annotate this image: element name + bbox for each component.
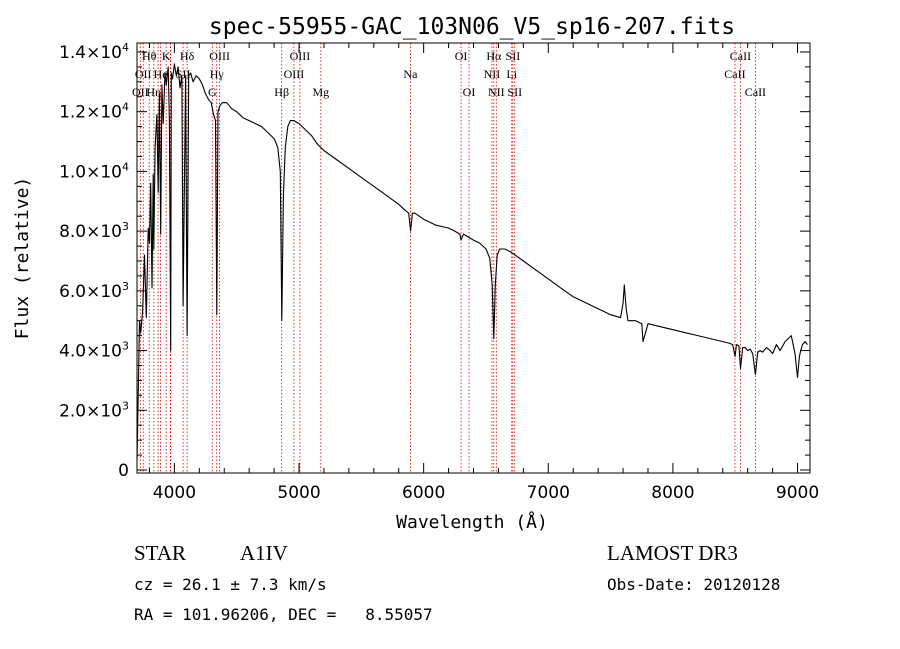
marker-label: K bbox=[162, 49, 171, 63]
x-tick-label: 4000 bbox=[153, 483, 196, 503]
marker-label: CaII bbox=[730, 49, 751, 63]
object-class: STAR bbox=[134, 541, 186, 565]
marker-label: Mg bbox=[312, 85, 329, 99]
x-tick-label: 9000 bbox=[776, 483, 819, 503]
marker-label: Na bbox=[403, 67, 418, 81]
survey-name: LAMOST DR3 bbox=[607, 541, 738, 565]
y-tick-label: 2.0×103 bbox=[59, 399, 129, 421]
y-tick-label: 0 bbox=[118, 461, 129, 481]
y-tick-label: 1.4×104 bbox=[59, 41, 129, 63]
y-tick-label: 6.0×103 bbox=[59, 280, 129, 302]
marker-label: Hβ bbox=[274, 85, 289, 99]
marker-label: Hδ bbox=[180, 49, 195, 63]
y-tick-label: 1.0×104 bbox=[59, 160, 129, 182]
x-tick-label: 8000 bbox=[651, 483, 694, 503]
marker-label: CaII bbox=[745, 85, 766, 99]
x-tick-label: 5000 bbox=[277, 483, 320, 503]
marker-label: SII bbox=[507, 85, 522, 99]
marker-label: Hα bbox=[486, 49, 502, 63]
chart-title: spec-55955-GAC_103N06_V5_sp16-207.fits bbox=[209, 14, 735, 40]
series-line-flux bbox=[136, 63, 808, 462]
marker-label: G bbox=[208, 85, 217, 99]
x-axis-label: Wavelength (Å) bbox=[396, 511, 548, 533]
marker-label: Li bbox=[506, 67, 517, 81]
x-tick-label: 6000 bbox=[402, 483, 445, 503]
marker-label: Hη bbox=[146, 85, 161, 99]
marker-label: OIII bbox=[284, 67, 305, 81]
marker-label: Hγ bbox=[210, 67, 225, 81]
marker-label: OIII bbox=[209, 49, 230, 63]
spectrum-series bbox=[136, 63, 808, 462]
x-axis-ticks: 4000 5000 6000 7000 8000 9000 bbox=[148, 43, 819, 503]
marker-label: NII bbox=[488, 85, 505, 99]
obs-date-text: Obs-Date: 20120128 bbox=[607, 575, 780, 594]
x-tick-label: 7000 bbox=[527, 483, 570, 503]
marker-label: SII bbox=[506, 49, 521, 63]
y-axis-ticks: 0 2.0×103 4.0×103 6.0×103 8.0×103 1.0×104 1.2×… bbox=[59, 41, 810, 481]
coordinates-text: RA = 101.96206, DEC = 8.55057 bbox=[134, 605, 433, 624]
marker-label: OI bbox=[463, 85, 476, 99]
marker-label: He bbox=[154, 67, 168, 81]
redshift-text: cz = 26.1 ± 7.3 km/s bbox=[134, 575, 327, 594]
object-subclass: A1IV bbox=[240, 541, 288, 565]
y-tick-label: 8.0×103 bbox=[59, 220, 129, 242]
y-tick-label: 1.2×104 bbox=[59, 101, 129, 123]
marker-label: Hθ bbox=[142, 49, 157, 63]
marker-label: OII bbox=[135, 67, 152, 81]
y-axis-label: Flux (relative) bbox=[12, 177, 33, 340]
marker-label: OI bbox=[455, 49, 468, 63]
plot-frame bbox=[136, 42, 811, 474]
marker-label: OIII bbox=[290, 49, 311, 63]
marker-label: CaII bbox=[724, 67, 745, 81]
y-tick-label: 4.0×103 bbox=[59, 340, 129, 362]
marker-label: OII bbox=[132, 85, 149, 99]
marker-label: NII bbox=[484, 67, 501, 81]
spectral-line-markers: OII OII Hθ Hη He K SII Hδ G Hγ OIII Hβ OIII OIII Mg Na O… bbox=[132, 43, 766, 473]
